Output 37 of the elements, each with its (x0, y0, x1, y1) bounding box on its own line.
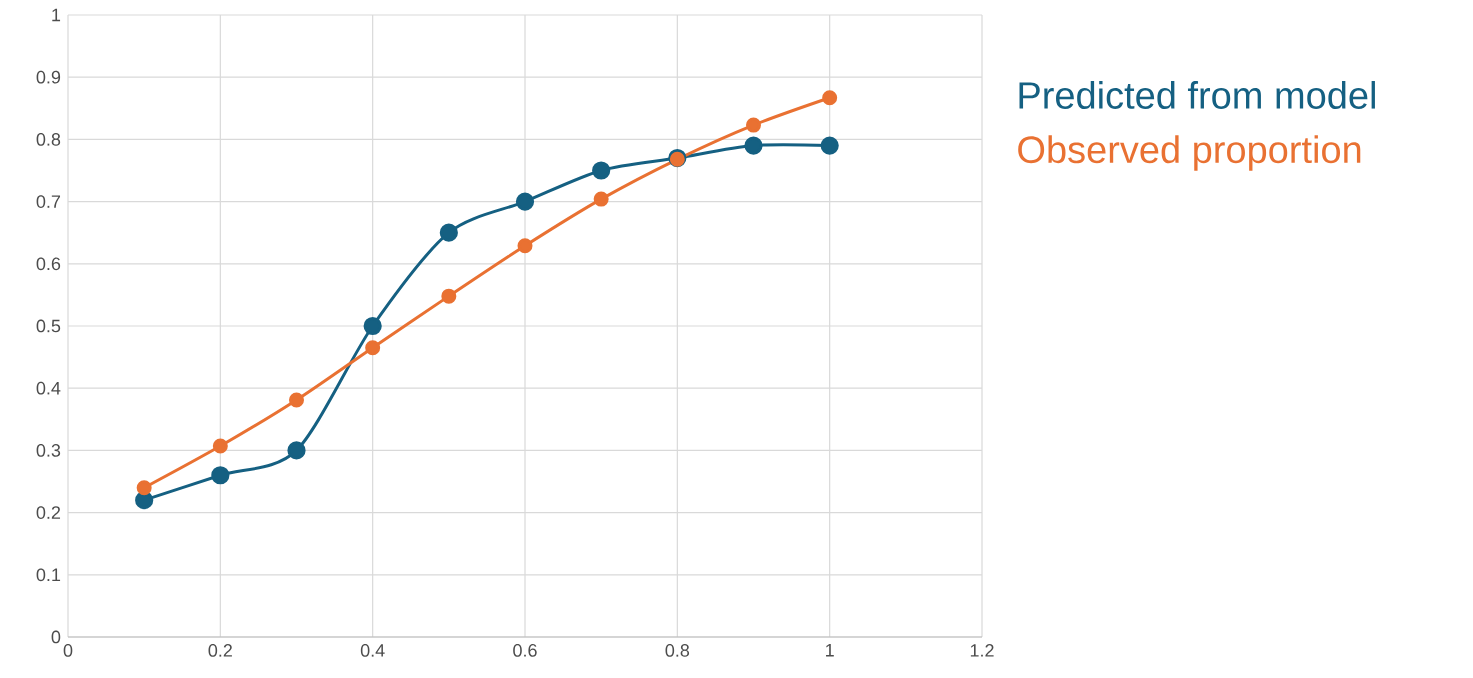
x-tick-label: 1.2 (970, 644, 994, 657)
y-tick-label: 0.2 (36, 506, 61, 519)
text: Predicted from model (1019, 81, 1375, 109)
y-tick-label: 0.4 (36, 381, 61, 395)
point (517, 238, 533, 254)
point (289, 392, 305, 408)
x-tick-label: 0.4 (360, 644, 385, 657)
point (439, 223, 458, 242)
point (363, 316, 382, 336)
point (365, 340, 381, 356)
point (211, 466, 230, 485)
point (287, 441, 306, 460)
y-tick-label: 0 (51, 630, 61, 644)
y-tick-label: 0.9 (36, 70, 61, 84)
x-tick-label: 0.6 (513, 644, 537, 657)
x-tick-label: 0.8 (665, 644, 690, 657)
point (593, 191, 609, 207)
point (592, 161, 611, 180)
point (822, 90, 838, 106)
y-tick-label: 0.5 (36, 319, 61, 333)
point (746, 117, 762, 133)
y-tick-label: 0.1 (36, 568, 61, 582)
point (820, 136, 839, 155)
y-tick-label: 0.8 (36, 133, 61, 146)
y-tick-label: 1 (52, 8, 61, 22)
point (136, 480, 152, 496)
x-tick-label: 1 (826, 644, 834, 657)
y-tick-label: 0.6 (36, 257, 61, 271)
y-tick-label: 0.3 (36, 444, 61, 457)
x-tick-label: 0 (63, 644, 73, 657)
point (441, 288, 457, 304)
point (744, 136, 763, 155)
point (212, 438, 228, 454)
y-tick-label: 0.7 (36, 195, 61, 208)
x-tick-label: 0.2 (208, 644, 232, 657)
text: Observed proportion (1018, 135, 1361, 171)
point (515, 192, 535, 211)
